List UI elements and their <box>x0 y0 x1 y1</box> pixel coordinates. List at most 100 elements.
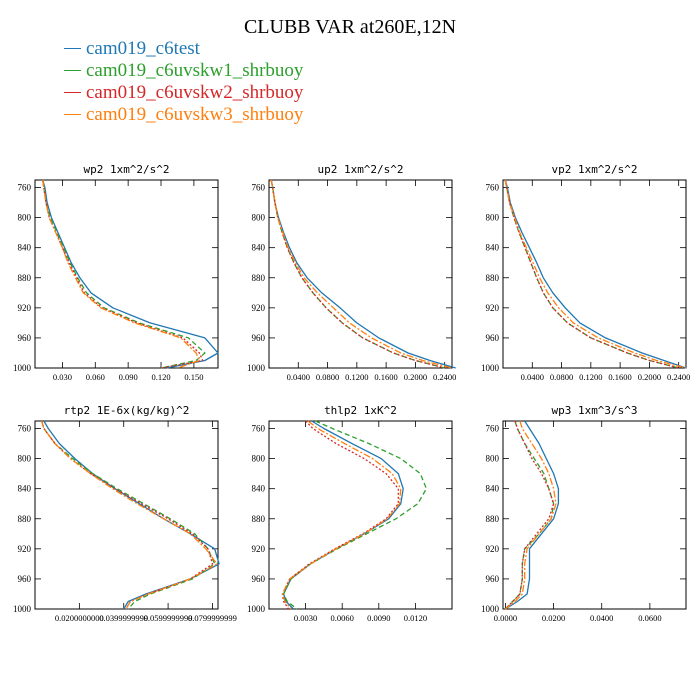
y-tick-label: 1000 <box>247 604 266 614</box>
legend-swatch <box>64 92 81 94</box>
x-tick-label: 0.1600 <box>374 372 397 382</box>
series-line <box>42 179 201 369</box>
panel-title: wp2 1xm^2/s^2 <box>83 163 169 176</box>
series-line <box>281 420 402 610</box>
legend-item: cam019_c6uvskw3_shrbuoy <box>64 104 303 126</box>
panel: thlp2 1xK^2 760 800 840 880 920 960 1000 0.0030 0… <box>247 404 453 623</box>
series-line <box>43 420 220 610</box>
y-tick-label: 880 <box>486 273 500 283</box>
series-line <box>281 420 399 610</box>
legend-swatch <box>64 114 81 116</box>
legend-label: cam019_c6test <box>86 38 200 59</box>
y-tick-label: 960 <box>486 574 500 584</box>
y-tick-label: 1000 <box>13 363 32 373</box>
x-tick-label: 0.2000 <box>638 372 661 382</box>
y-tick-label: 840 <box>252 484 266 494</box>
x-tick-label: 0.2000 <box>404 372 427 382</box>
x-tick-label: 0.0799999999 <box>188 613 237 623</box>
panel-title: up2 1xm^2/s^2 <box>317 163 403 176</box>
y-tick-label: 1000 <box>481 363 500 373</box>
x-tick-label: 0.0120 <box>404 613 427 623</box>
panel: up2 1xm^2/s^2 760 800 840 880 920 960 1000 0.040… <box>247 163 456 382</box>
x-tick-label: 0.0800 <box>550 372 573 382</box>
panel-frame <box>268 420 453 610</box>
y-tick-label: 840 <box>18 243 32 253</box>
legend-label: cam019_c6uvskw1_shrbuoy <box>86 60 304 81</box>
x-tick-label: 0.0030 <box>294 613 317 623</box>
x-tick-label: 0.0400 <box>521 372 544 382</box>
x-tick-label: 0.0800 <box>316 372 339 382</box>
series-line <box>41 420 216 610</box>
y-tick-label: 840 <box>486 484 500 494</box>
series-line <box>42 179 204 369</box>
y-tick-label: 1000 <box>247 363 266 373</box>
y-tick-label: 840 <box>252 243 266 253</box>
series-line <box>504 179 687 369</box>
y-tick-label: 960 <box>18 333 32 343</box>
y-tick-label: 920 <box>18 544 32 554</box>
series-line <box>505 420 560 610</box>
y-tick-label: 800 <box>252 454 266 464</box>
legend: cam019_c6test cam019_c6uvskw1_shrbuoy ca… <box>64 38 303 126</box>
y-tick-label: 960 <box>252 574 266 584</box>
series-line <box>282 420 404 610</box>
y-tick-label: 800 <box>18 213 32 223</box>
series-line <box>270 179 456 369</box>
series-line <box>270 179 445 369</box>
panel: vp2 1xm^2/s^2 760 800 840 880 920 960 1000 0.040… <box>481 163 690 382</box>
y-tick-label: 880 <box>486 514 500 524</box>
x-tick-label: 0.090 <box>119 372 138 382</box>
series-line <box>504 179 679 369</box>
x-tick-label: 0.0400 <box>590 613 613 623</box>
y-tick-label: 760 <box>486 424 500 434</box>
x-tick-label: 0.030 <box>53 372 72 382</box>
panel-frame <box>268 179 453 369</box>
panel-title: wp3 1xm^3/s^3 <box>551 404 637 417</box>
x-tick-label: 0.0600 <box>638 613 661 623</box>
legend-item: cam019_c6uvskw1_shrbuoy <box>64 60 303 82</box>
y-tick-label: 800 <box>252 213 266 223</box>
x-tick-label: 0.1600 <box>608 372 631 382</box>
panel-title: thlp2 1xK^2 <box>324 404 397 417</box>
legend-swatch <box>64 70 81 72</box>
panel-frame <box>502 420 687 610</box>
panel: rtp2 1E-6x(kg/kg)^2 760 800 840 880 920 960 100… <box>13 404 237 623</box>
y-tick-label: 920 <box>18 303 32 313</box>
y-tick-label: 920 <box>252 544 266 554</box>
panel: wp2 1xm^2/s^2 760 800 840 880 920 960 1000 0.030… <box>13 163 219 382</box>
series-line <box>42 179 219 369</box>
series-line <box>41 420 218 610</box>
panel-frame <box>34 179 219 369</box>
x-tick-label: 0.0399999999 <box>99 613 148 623</box>
y-tick-label: 840 <box>486 243 500 253</box>
x-tick-label: 0.0400 <box>287 372 310 382</box>
y-tick-label: 960 <box>252 333 266 343</box>
y-tick-label: 1000 <box>13 604 32 614</box>
y-tick-label: 920 <box>486 303 500 313</box>
series-line <box>270 179 445 369</box>
legend-label: cam019_c6uvskw3_shrbuoy <box>86 104 304 125</box>
y-tick-label: 760 <box>18 424 32 434</box>
legend-swatch <box>64 48 81 50</box>
panel-frame <box>502 179 687 369</box>
x-tick-label: 0.2400 <box>667 372 690 382</box>
panel: wp3 1xm^3/s^3 760 800 840 880 920 960 10000.000… <box>481 404 687 623</box>
x-tick-label: 0.1200 <box>579 372 602 382</box>
y-tick-label: 960 <box>18 574 32 584</box>
y-tick-label: 920 <box>486 544 500 554</box>
x-tick-label: 0.120 <box>151 372 170 382</box>
legend-item: cam019_c6test <box>64 38 303 60</box>
legend-label: cam019_c6uvskw2_shrbuoy <box>86 82 304 103</box>
y-tick-label: 920 <box>252 303 266 313</box>
y-tick-label: 760 <box>486 183 500 193</box>
x-tick-label: 0.0000 <box>494 613 517 623</box>
panel-title: rtp2 1E-6x(kg/kg)^2 <box>64 404 190 417</box>
series-line <box>42 179 206 369</box>
x-tick-label: 0.2400 <box>433 372 456 382</box>
x-tick-label: 0.0060 <box>331 613 354 623</box>
x-tick-label: 0.060 <box>86 372 105 382</box>
x-tick-label: 0.0090 <box>367 613 390 623</box>
x-tick-label: 0.1200 <box>345 372 368 382</box>
legend-item: cam019_c6uvskw2_shrbuoy <box>64 82 303 104</box>
